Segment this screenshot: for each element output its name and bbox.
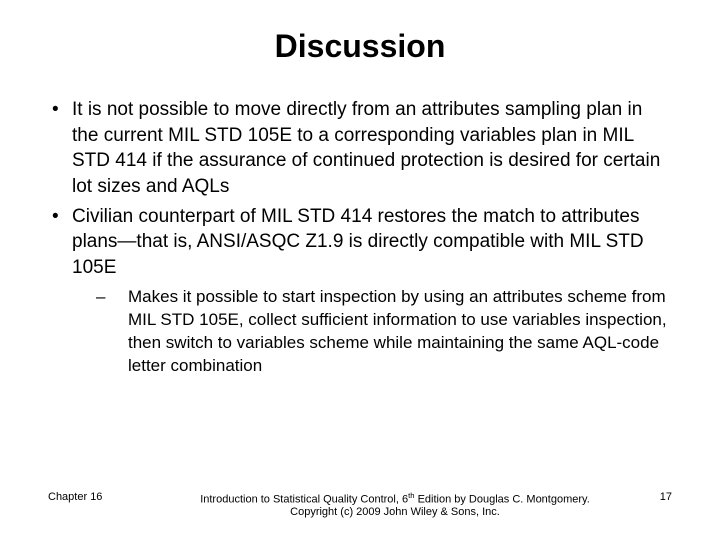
sub-bullet-item-1: Makes it possible to start inspection by… xyxy=(72,286,672,378)
footer-page-number: 17 xyxy=(642,491,672,503)
slide-container: Discussion It is not possible to move di… xyxy=(0,0,720,540)
footer: Chapter 16 Introduction to Statistical Q… xyxy=(0,491,720,518)
slide-title: Discussion xyxy=(48,28,672,65)
bullet-item-1: It is not possible to move directly from… xyxy=(48,97,672,200)
footer-citation-line1b: Edition by Douglas C. Montgomery. xyxy=(415,494,590,506)
footer-chapter: Chapter 16 xyxy=(48,491,148,503)
bullet-item-2: Civilian counterpart of MIL STD 414 rest… xyxy=(48,204,672,379)
footer-citation: Introduction to Statistical Quality Cont… xyxy=(148,491,642,518)
footer-citation-line1a: Introduction to Statistical Quality Cont… xyxy=(200,494,408,506)
footer-citation-line2: Copyright (c) 2009 John Wiley & Sons, In… xyxy=(290,506,500,518)
sub-bullet-list: Makes it possible to start inspection by… xyxy=(72,286,672,378)
bullet-item-2-text: Civilian counterpart of MIL STD 414 rest… xyxy=(72,206,644,278)
bullet-list: It is not possible to move directly from… xyxy=(48,97,672,378)
